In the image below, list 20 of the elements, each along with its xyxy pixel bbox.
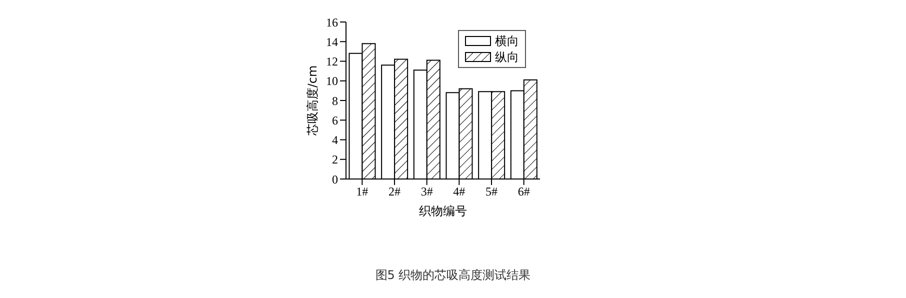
y-tick-label: 4: [332, 133, 338, 148]
x-tick-label: 5#: [486, 184, 498, 199]
x-tick-label: 2#: [388, 184, 400, 199]
caption: 图5 织物的芯吸高度测试结果: [374, 267, 532, 284]
x-axis-title: 织物编号: [419, 204, 467, 218]
y-tick-label: 10: [326, 74, 338, 88]
y-tick-label: 2: [332, 152, 338, 167]
y-tick-label: 12: [326, 54, 338, 69]
x-tick-label: 3#: [420, 184, 433, 199]
y-tick-label: 6: [332, 113, 338, 128]
y-tick-label: 0: [332, 172, 338, 186]
x-tick-label: 4#: [453, 184, 466, 199]
y-tick-label: 14: [326, 34, 338, 49]
y-tick-label: 16: [326, 15, 338, 30]
y-tick-label: 8: [332, 94, 338, 108]
x-tick-label: 6#: [518, 184, 530, 199]
x-tick-label: 1#: [356, 184, 368, 199]
legend-label: 横向: [495, 32, 519, 50]
legend-label: 纵向: [495, 48, 519, 66]
y-axis-title: 芯吸高度/cm: [305, 65, 320, 137]
